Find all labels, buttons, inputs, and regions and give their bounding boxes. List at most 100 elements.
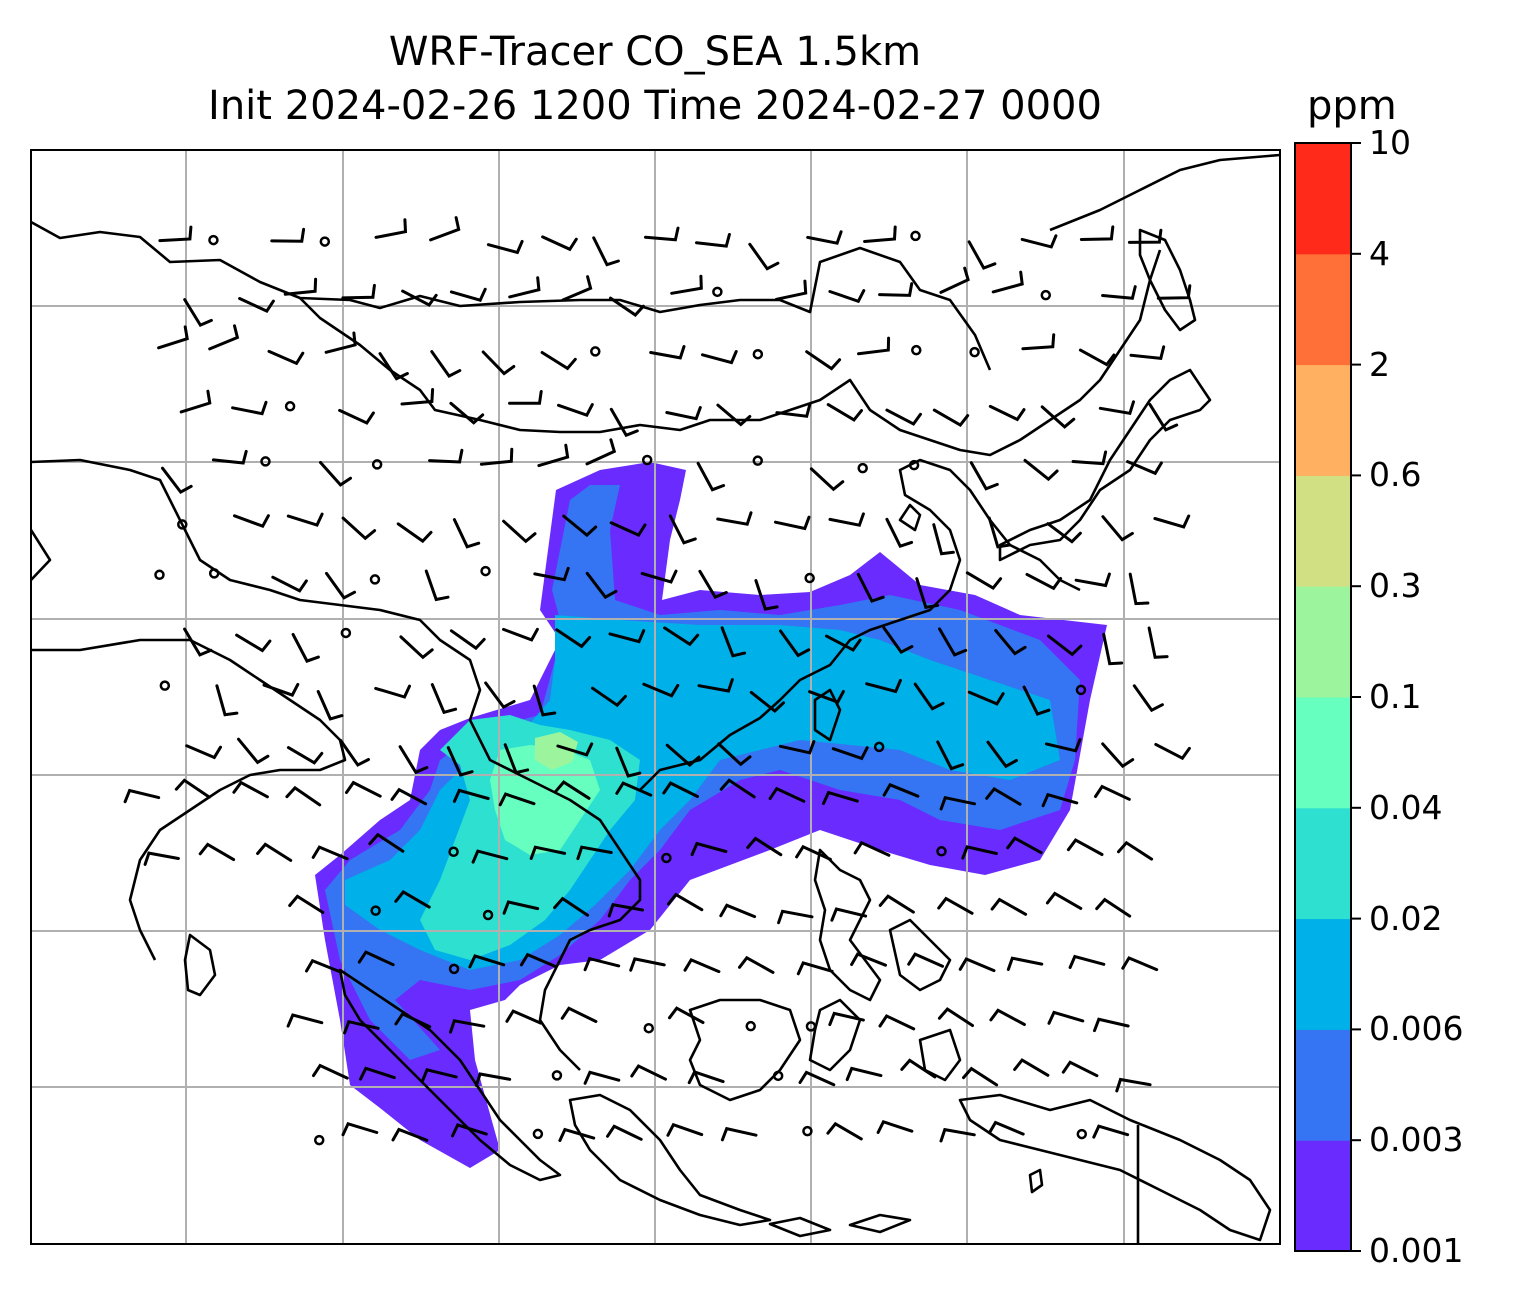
wind-barb — [662, 781, 699, 798]
wind-barb — [994, 629, 1027, 656]
calm-wind-marker — [857, 462, 868, 474]
wind-barb — [484, 681, 516, 710]
wind-barb — [885, 517, 914, 549]
wind-barb — [479, 447, 514, 466]
wind-barb — [560, 1006, 598, 1023]
wind-barb — [939, 795, 976, 811]
wind-barb — [232, 780, 269, 799]
wind-barb — [400, 388, 435, 406]
wind-barb — [696, 461, 726, 492]
wind-barb — [907, 952, 944, 968]
wind-barb — [529, 845, 567, 860]
wind-barb — [585, 438, 617, 466]
wind-barb — [1117, 840, 1154, 861]
wind-barb — [267, 349, 305, 366]
wind-barb — [825, 634, 862, 652]
map-frame — [30, 149, 1281, 1245]
wind-barb — [961, 845, 998, 860]
wind-barb — [449, 629, 486, 651]
colorbar-tick-label: 0.3 — [1369, 566, 1422, 606]
wind-barb — [430, 350, 462, 379]
wind-barb — [630, 1064, 667, 1081]
wind-barb — [900, 1058, 937, 1079]
calm-wind-marker — [752, 348, 764, 360]
calm-wind-marker — [177, 519, 188, 530]
wind-barb — [174, 778, 211, 799]
wind-barb — [809, 467, 845, 492]
wind-barb — [311, 845, 349, 861]
wind-barb — [668, 1006, 705, 1024]
wind-barb — [198, 842, 236, 862]
wind-barb — [508, 390, 543, 405]
wind-barb — [1148, 402, 1179, 432]
calm-wind-marker — [911, 344, 922, 356]
calm-wind-marker — [908, 459, 920, 471]
wind-barb — [720, 1126, 758, 1142]
wind-barb — [876, 1119, 914, 1134]
wind-barb — [826, 403, 863, 422]
wind-barb — [556, 742, 594, 757]
wind-barb — [452, 518, 481, 549]
colorbar-tick-label: 0.6 — [1369, 455, 1422, 495]
wind-barb — [341, 1121, 379, 1137]
wind-barb — [451, 1123, 488, 1138]
wind-barb — [609, 407, 639, 438]
wind-barb — [937, 1007, 974, 1027]
wind-barb — [1078, 348, 1116, 367]
wind-barb — [717, 742, 752, 767]
wind-barb — [882, 782, 920, 798]
wind-barb — [233, 514, 270, 529]
wind-barb — [778, 740, 816, 755]
calm-wind-marker — [1076, 1128, 1088, 1140]
wind-barb — [532, 684, 557, 717]
calm-wind-marker — [260, 456, 271, 467]
wind-barb — [291, 633, 320, 663]
colorbar-segment — [1295, 918, 1351, 1030]
colorbar-tick-label: 0.04 — [1369, 787, 1443, 827]
wind-barb — [967, 240, 997, 270]
colorbar — [1294, 142, 1361, 1252]
co-tracer-plume — [315, 462, 1107, 1168]
wind-barb — [359, 1066, 396, 1081]
wind-barb — [357, 950, 395, 967]
wind-barb — [394, 1011, 432, 1029]
wind-barb — [468, 954, 506, 969]
wind-barb — [1153, 514, 1191, 529]
wind-barb — [123, 788, 161, 804]
wind-barb — [391, 1127, 429, 1142]
calm-wind-marker — [772, 1070, 784, 1082]
wind-barb — [1061, 1060, 1099, 1078]
wind-barb — [1128, 572, 1150, 606]
wind-barb — [235, 633, 272, 653]
plume-level-0.1 — [535, 732, 578, 770]
wind-barb — [345, 780, 382, 798]
coastlines — [31, 153, 1280, 1244]
wind-barb — [533, 566, 570, 582]
wind-barb — [562, 514, 598, 538]
wind-barb — [1127, 228, 1163, 244]
wind-barb — [629, 957, 666, 972]
wind-barb — [592, 236, 620, 267]
wind-barb — [394, 890, 431, 909]
colorbar-unit-label: ppm — [1307, 83, 1397, 129]
wind-barb — [481, 350, 516, 376]
calm-wind-marker — [371, 459, 383, 470]
wind-barb — [183, 298, 213, 327]
wind-barb — [716, 403, 752, 427]
calm-wind-marker — [313, 1134, 325, 1146]
wind-barb — [583, 1070, 621, 1085]
wind-barb — [305, 958, 342, 974]
wind-barb — [161, 466, 193, 495]
wind-barb — [831, 746, 869, 761]
wind-barb — [316, 690, 344, 721]
calm-wind-marker — [641, 454, 653, 466]
wind-barb — [777, 909, 814, 925]
wind-barb — [428, 448, 464, 464]
calm-wind-marker — [340, 627, 352, 639]
wind-barb — [399, 635, 434, 660]
wind-barb — [609, 521, 647, 538]
wind-barb — [683, 958, 721, 974]
wind-barb — [932, 523, 955, 556]
wind-barb — [312, 1063, 349, 1080]
